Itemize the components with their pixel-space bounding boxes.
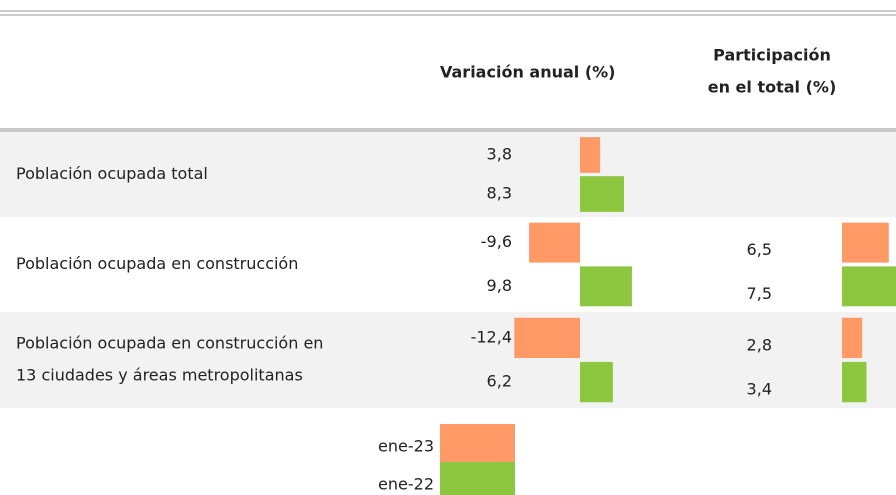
row-label: Población ocupada en construcción — [16, 254, 298, 273]
value-label: -9,6 — [481, 232, 512, 251]
value-label: 3,8 — [487, 144, 512, 163]
bar — [529, 222, 580, 263]
bar — [842, 361, 867, 403]
value-label: 6,5 — [747, 240, 772, 259]
legend-label: ene-22 — [378, 475, 434, 494]
bar — [580, 266, 632, 307]
row-band — [0, 312, 896, 408]
bar — [580, 137, 601, 173]
bar — [842, 317, 863, 359]
legend-swatch — [440, 462, 515, 495]
header-variation: Variación anual (%) — [440, 63, 615, 82]
value-label: 3,4 — [747, 380, 772, 399]
value-label: 2,8 — [747, 335, 772, 354]
bar — [842, 222, 889, 263]
bar — [842, 266, 896, 307]
value-label: 7,5 — [747, 284, 772, 303]
bar — [514, 317, 580, 359]
row-label: 13 ciudades y áreas metropolitanas — [16, 366, 303, 385]
row-label: Población ocupada en construcción en — [16, 334, 323, 353]
legend-label: ene-23 — [378, 437, 434, 456]
legend-swatch — [440, 424, 515, 462]
row-band — [0, 132, 896, 217]
value-label: -12,4 — [471, 327, 512, 346]
header-participation: en el total (%) — [708, 78, 837, 97]
value-label: 9,8 — [487, 276, 512, 295]
row-label: Población ocupada total — [16, 164, 208, 183]
value-label: 6,2 — [487, 372, 512, 391]
bar — [580, 361, 613, 403]
bar — [580, 176, 624, 212]
header-participation: Participación — [713, 46, 831, 65]
value-label: 8,3 — [487, 184, 512, 203]
